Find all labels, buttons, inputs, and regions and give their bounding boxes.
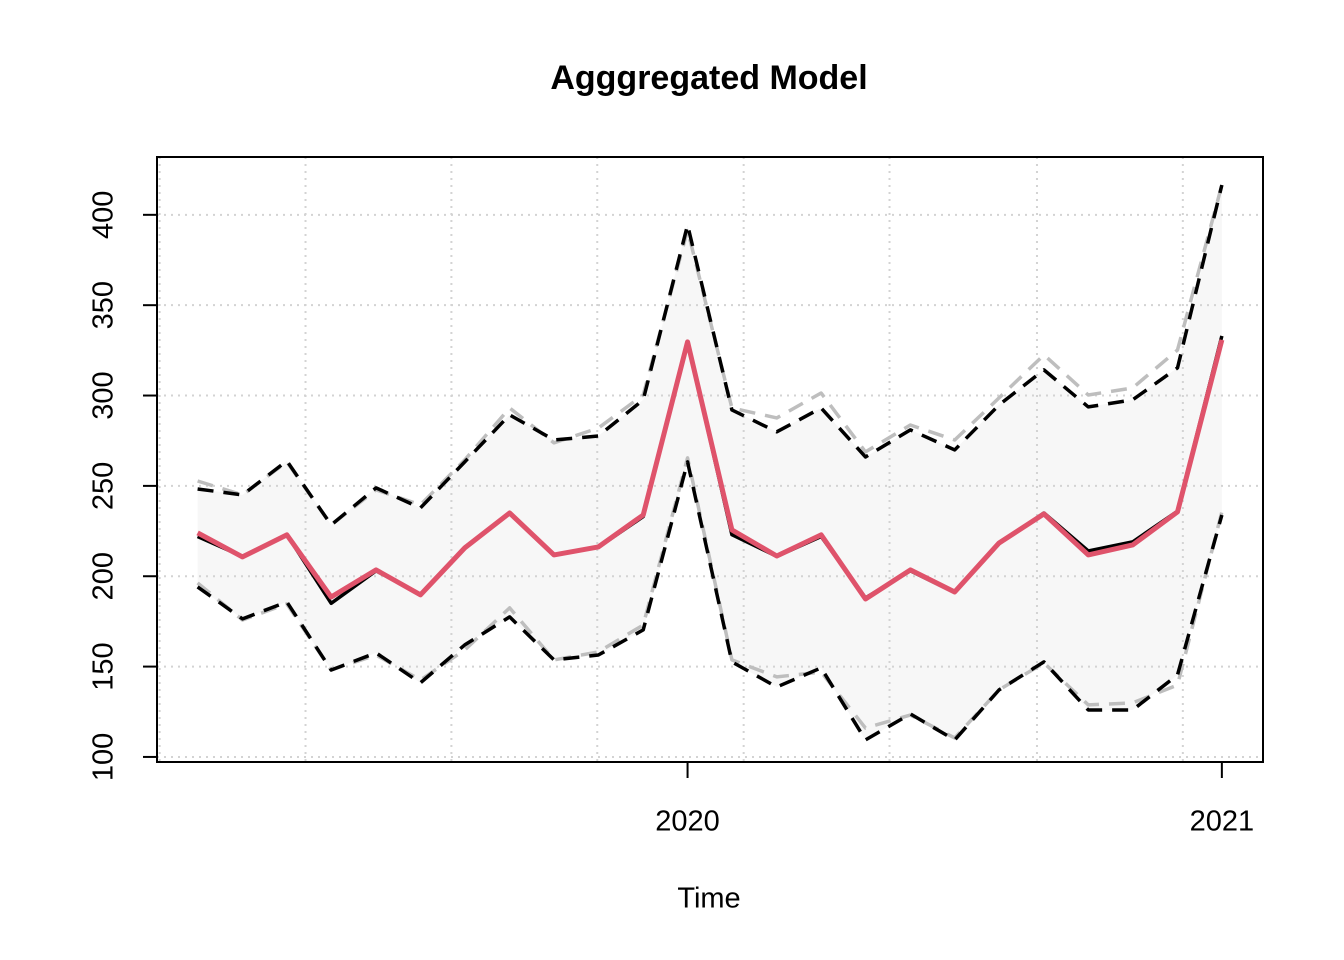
x-tick-label: 2021 (1190, 806, 1255, 838)
series-line (196, 460, 1224, 742)
y-tick-label: 400 (88, 191, 120, 239)
y-tick-label: 350 (88, 281, 120, 329)
y-tick-label: 100 (88, 733, 120, 781)
y-tick-label: 250 (88, 462, 120, 510)
y-tick-label: 150 (88, 642, 120, 690)
interval-band (197, 185, 1222, 740)
x-axis-label: Time (677, 883, 740, 915)
chart-title: Agggregated Model (550, 59, 867, 97)
x-tick-label: 2020 (655, 806, 720, 838)
series-line (197, 184, 1224, 527)
series-line (196, 339, 1225, 602)
y-tick-label: 200 (88, 552, 120, 600)
y-tick-label: 300 (88, 371, 120, 419)
series-line (196, 456, 1224, 740)
